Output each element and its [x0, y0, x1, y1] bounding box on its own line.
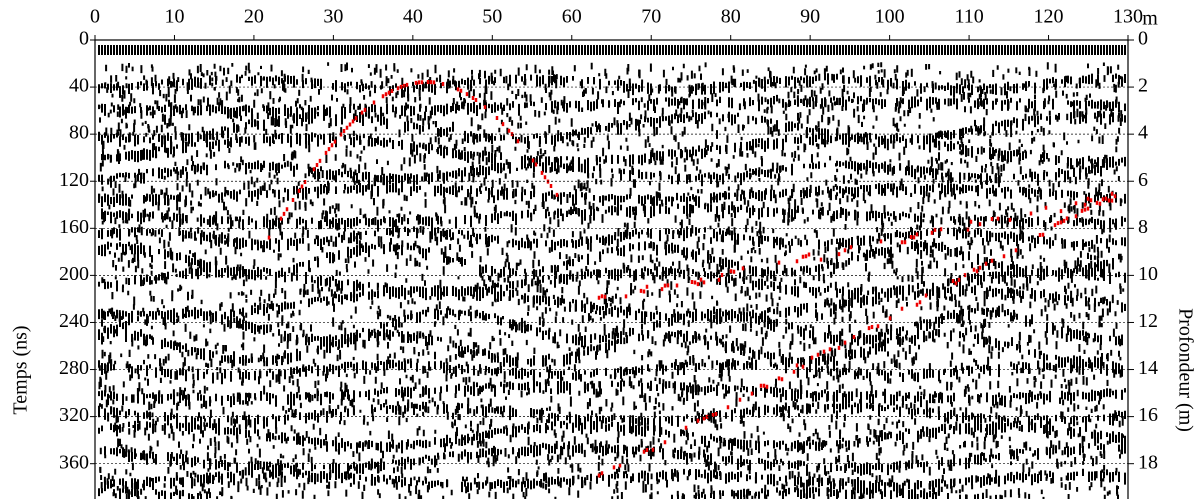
x-tick-label: 60: [562, 6, 582, 28]
y2-tick-label: 2: [1138, 75, 1148, 97]
y2-tick-label: 14: [1138, 357, 1158, 379]
x-tick-label: 90: [800, 6, 820, 28]
x-tick-label: 110: [954, 6, 983, 28]
top-mask: [0, 0, 1203, 40]
y2-tick-label: 6: [1138, 169, 1148, 191]
x-tick-label: 40: [403, 6, 423, 28]
y-tick-label: 240: [59, 310, 89, 332]
y-tick-label: 0: [79, 28, 89, 50]
x-tick-label: 70: [641, 6, 661, 28]
x-tick-label: 30: [323, 6, 343, 28]
x-axis-label: m: [1142, 8, 1158, 30]
x-tick-label: 10: [164, 6, 184, 28]
y-tick-label: 120: [59, 169, 89, 191]
x-tick-label: 0: [90, 6, 100, 28]
y2-tick-label: 12: [1138, 310, 1158, 332]
x-tick-label: 80: [721, 6, 741, 28]
y-tick-label: 160: [59, 216, 89, 238]
texture-black: [98, 45, 1126, 499]
y2-tick-label: 8: [1138, 216, 1148, 238]
y-tick-label: 320: [59, 404, 89, 426]
y2-axis-label: Profondeur (m): [1174, 308, 1196, 432]
x-tick-label: 130: [1113, 6, 1143, 28]
x-tick-label: 20: [244, 6, 264, 28]
y2-tick-label: 4: [1138, 122, 1148, 144]
x-tick-label: 100: [875, 6, 905, 28]
y-tick-label: 280: [59, 357, 89, 379]
y2-tick-label: 10: [1138, 263, 1158, 285]
y-tick-label: 360: [59, 451, 89, 473]
y-tick-label: 200: [59, 263, 89, 285]
x-tick-label: 50: [482, 6, 502, 28]
y2-tick-label: 0: [1138, 28, 1148, 50]
texture-red: [267, 80, 1117, 478]
y-tick-label: 40: [69, 75, 89, 97]
y2-tick-label: 16: [1138, 404, 1158, 426]
y-tick-label: 80: [69, 122, 89, 144]
x-tick-label: 120: [1034, 6, 1064, 28]
y-axis-label: Temps (ns): [10, 325, 32, 414]
y2-tick-label: 18: [1138, 451, 1158, 473]
